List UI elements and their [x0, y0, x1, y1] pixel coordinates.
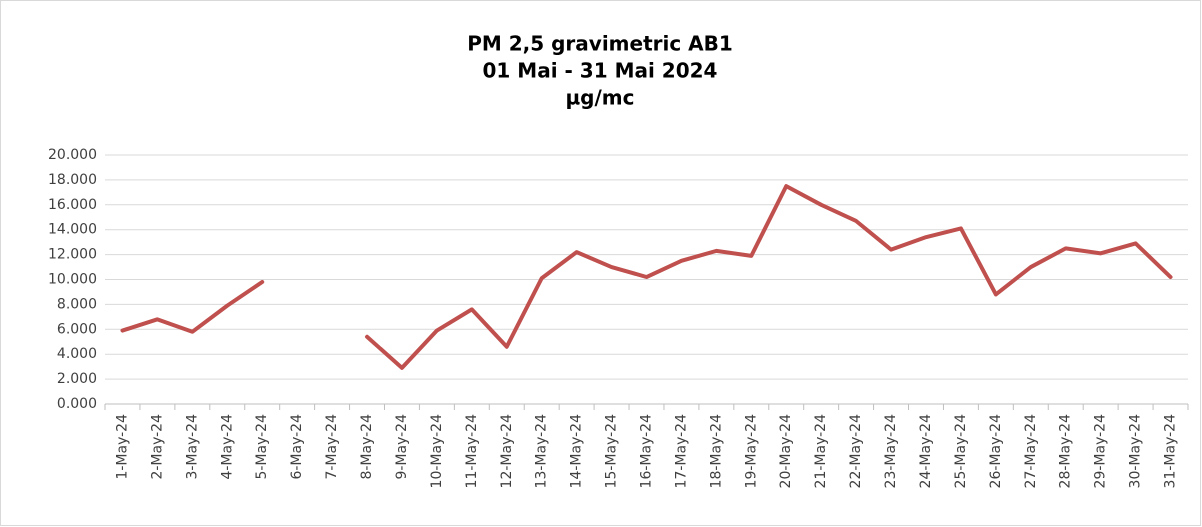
y-tick-label: 20.000 — [48, 147, 97, 163]
y-tick-label: 14.000 — [48, 222, 97, 238]
x-tick-label: 1-May-24 — [114, 414, 130, 480]
x-tick-label: 16-May-24 — [639, 414, 655, 489]
x-tick-label: 26-May-24 — [988, 414, 1004, 489]
x-tick-label: 17-May-24 — [673, 414, 689, 489]
x-tick-label: 30-May-24 — [1128, 414, 1144, 489]
x-tick-label: 10-May-24 — [429, 414, 445, 489]
x-tick-label: 25-May-24 — [953, 414, 969, 489]
y-tick-label: 2.000 — [57, 371, 97, 387]
x-tick-label: 11-May-24 — [464, 414, 480, 489]
chart-title: µg/mc — [565, 86, 634, 110]
x-tick-label: 7-May-24 — [324, 414, 340, 480]
x-tick-label: 15-May-24 — [604, 414, 620, 489]
y-tick-label: 6.000 — [57, 321, 97, 337]
x-tick-label: 21-May-24 — [813, 414, 829, 489]
y-tick-label: 0.000 — [57, 396, 97, 412]
x-tick-label: 20-May-24 — [778, 414, 794, 489]
x-tick-label: 18-May-24 — [708, 414, 724, 489]
x-tick-label: 31-May-24 — [1163, 414, 1179, 489]
y-tick-label: 8.000 — [57, 296, 97, 312]
x-tick-label: 27-May-24 — [1023, 414, 1039, 489]
x-tick-label: 4-May-24 — [219, 414, 235, 480]
x-tick-label: 14-May-24 — [569, 414, 585, 489]
chart-title: PM 2,5 gravimetric AB1 — [467, 32, 733, 56]
x-tick-label: 5-May-24 — [254, 414, 270, 480]
chart-title: 01 Mai - 31 Mai 2024 — [483, 59, 718, 83]
x-tick-label: 8-May-24 — [359, 414, 375, 480]
y-tick-label: 18.000 — [48, 172, 97, 188]
y-tick-label: 4.000 — [57, 346, 97, 362]
x-tick-label: 2-May-24 — [149, 414, 165, 480]
x-tick-label: 22-May-24 — [848, 414, 864, 489]
data-line — [120, 184, 1173, 370]
x-tick-label: 9-May-24 — [394, 414, 410, 480]
x-tick-label: 6-May-24 — [289, 414, 305, 480]
x-tick-label: 19-May-24 — [743, 414, 759, 489]
x-tick-label: 13-May-24 — [534, 414, 550, 489]
x-tick-label: 3-May-24 — [184, 414, 200, 480]
y-tick-label: 12.000 — [48, 247, 97, 263]
x-tick-label: 28-May-24 — [1058, 414, 1074, 489]
x-tick-label: 29-May-24 — [1093, 414, 1109, 489]
x-tick-label: 12-May-24 — [499, 414, 515, 489]
x-tick-label: 23-May-24 — [883, 414, 899, 489]
x-tick-label: 24-May-24 — [918, 414, 934, 489]
y-tick-label: 10.000 — [48, 272, 97, 288]
y-tick-label: 16.000 — [48, 197, 97, 213]
